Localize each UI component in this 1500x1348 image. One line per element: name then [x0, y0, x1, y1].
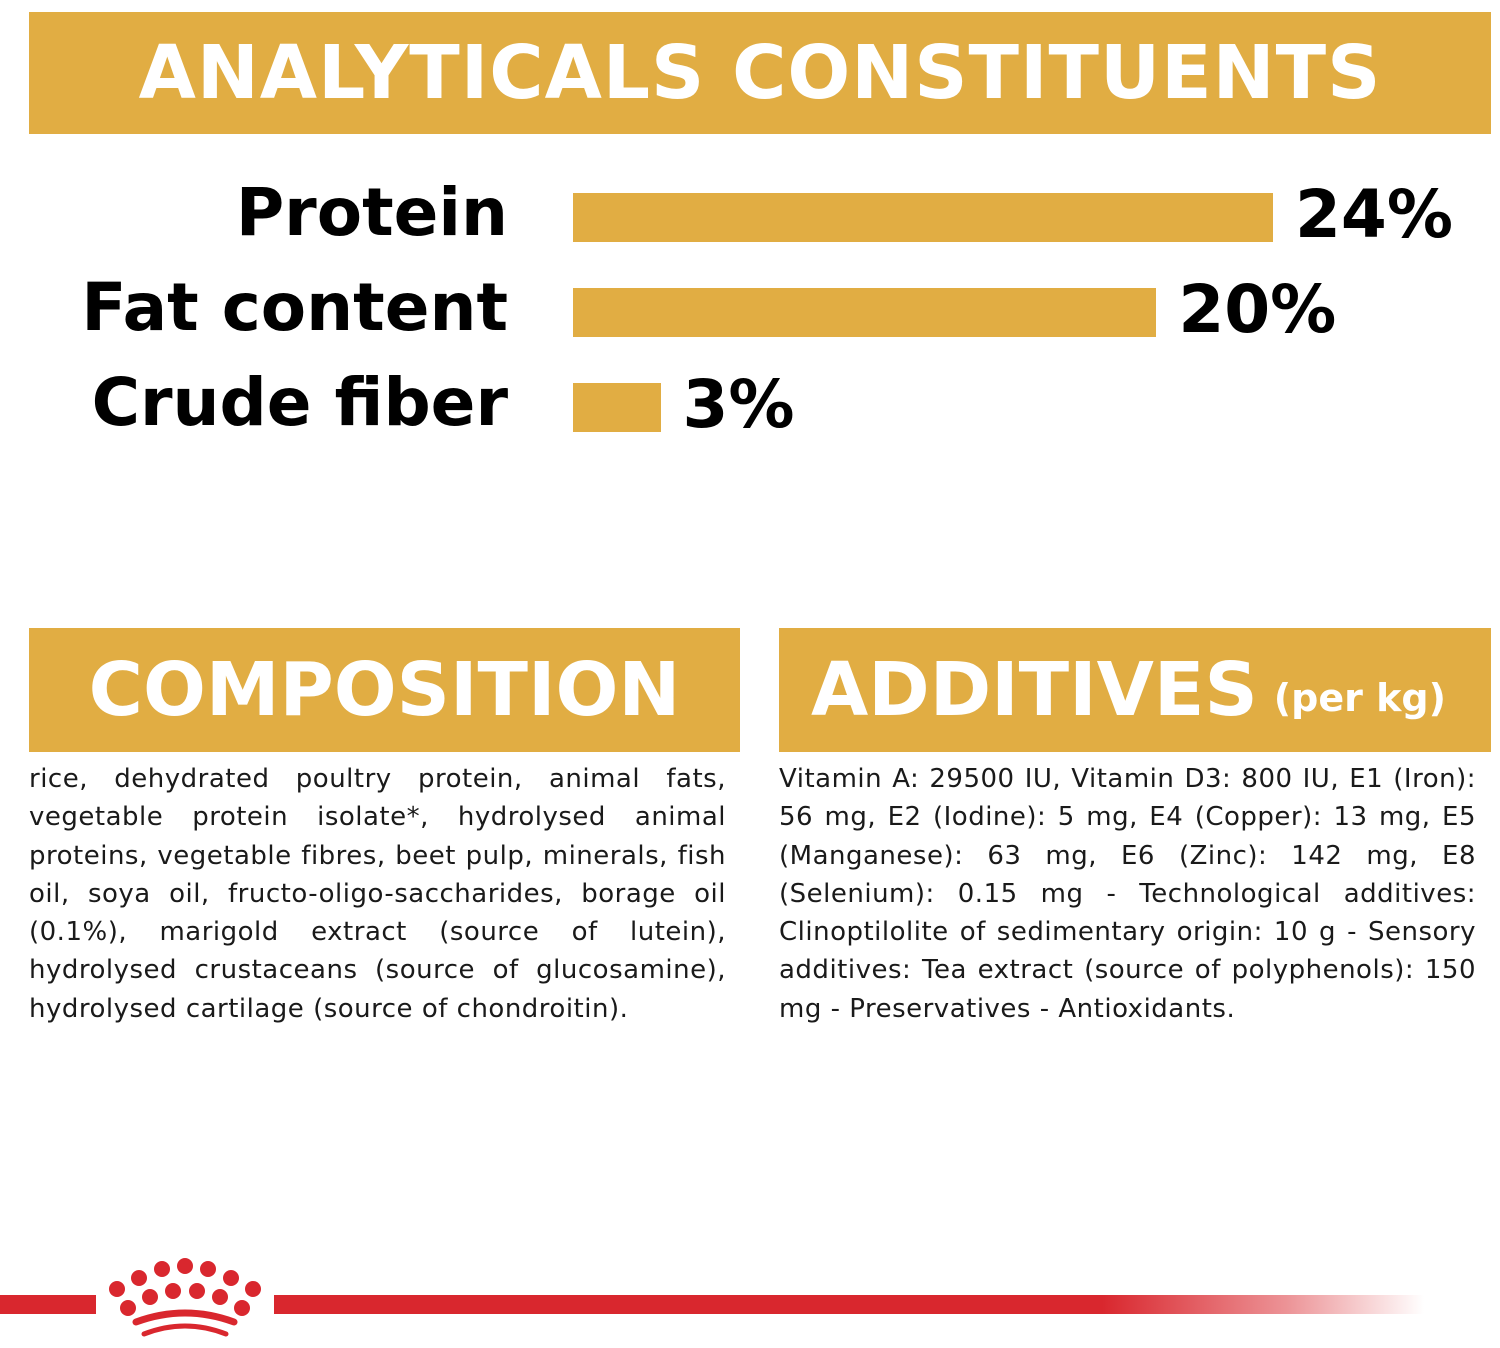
additives-text: Vitamin A: 29500 IU, Vitamin D3: 800 IU,…	[779, 764, 1476, 1024]
analytical-constituents-banner: ANALYTICALS CONSTITUENTS	[29, 12, 1491, 134]
chart-bar	[573, 287, 1157, 337]
chart-value-label: 24%	[1295, 176, 1453, 253]
composition-text: rice, dehydrated poultry protein, animal…	[29, 764, 726, 1024]
chart-bar	[573, 382, 661, 432]
analytical-constituents-title: ANALYTICALS CONSTITUENTS	[138, 30, 1382, 116]
additives-title-suffix: (per kg)	[1273, 676, 1446, 720]
additives-title: ADDITIVES	[811, 647, 1258, 733]
additives-banner: ADDITIVES (per kg)	[779, 628, 1491, 752]
chart-value-label: 20%	[1178, 271, 1337, 348]
brand-line-right	[274, 1295, 1424, 1314]
chart-bar	[573, 192, 1273, 242]
chart-value-label: 3%	[682, 366, 795, 443]
chart-category-label: Protein	[235, 174, 508, 251]
chart-category-label: Crude fiber	[91, 364, 508, 441]
crown-logo-icon	[109, 1258, 261, 1337]
composition-banner: COMPOSITION	[29, 628, 740, 752]
composition-title: COMPOSITION	[88, 647, 681, 733]
brand-line-left	[0, 1295, 96, 1314]
chart-category-label: Fat content	[81, 269, 508, 346]
